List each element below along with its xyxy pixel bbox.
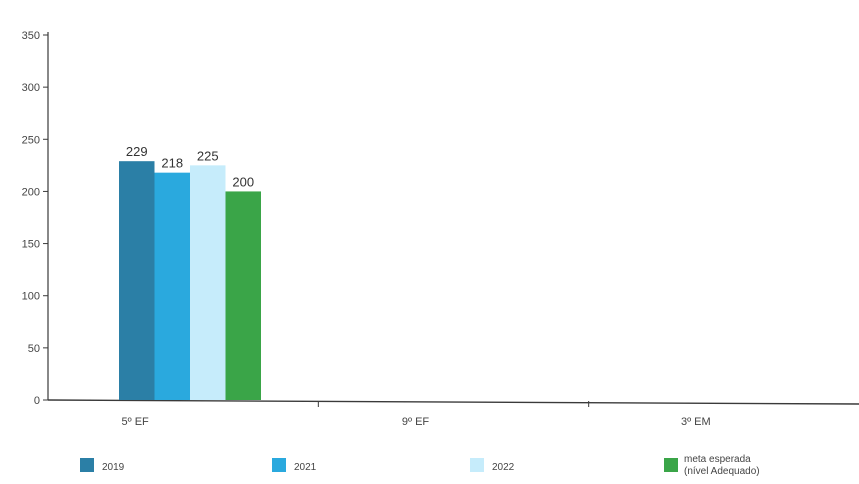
x-tick-label: 5º EF [122, 416, 150, 428]
bar-value-label: 218 [161, 156, 183, 171]
y-tick-label: 350 [22, 30, 40, 42]
y-axis: 0 50 100 150 200 250 300 350 [22, 30, 49, 407]
bar-value-label: 225 [197, 148, 219, 163]
legend-label: 2022 [492, 462, 515, 473]
legend-label: (nível Adequado) [684, 466, 760, 477]
legend-swatch [470, 458, 484, 472]
bar-2022 [190, 165, 226, 400]
legend-swatch [664, 458, 678, 472]
bar-value-label: 229 [126, 144, 148, 159]
y-tick-label: 300 [22, 82, 40, 94]
y-tick-label: 0 [34, 395, 40, 407]
x-tick-label: 3º EM [681, 416, 711, 428]
y-tick-label: 250 [22, 134, 40, 146]
bar-2019 [119, 161, 155, 400]
y-tick-label: 100 [22, 291, 40, 303]
y-tick-label: 50 [28, 343, 40, 355]
y-tick-label: 150 [22, 239, 40, 251]
bars: 229 218 225 200 [119, 144, 261, 400]
bar-meta [225, 191, 261, 400]
legend-swatch [80, 458, 94, 472]
x-axis-line [47, 399, 859, 405]
x-tick-label: 9º EF [402, 416, 430, 428]
legend: 2019 2021 2022 meta esperada(nível Adequado… [80, 454, 760, 477]
legend-label: meta esperada [684, 454, 751, 465]
y-tick-label: 200 [22, 186, 40, 198]
legend-label: 2021 [294, 462, 317, 473]
legend-label: 2019 [102, 462, 125, 473]
bar-2021 [154, 172, 190, 400]
bar-value-label: 200 [232, 174, 254, 189]
x-axis: 5º EF 9º EF 3º EM [47, 399, 859, 428]
legend-swatch [272, 458, 286, 472]
